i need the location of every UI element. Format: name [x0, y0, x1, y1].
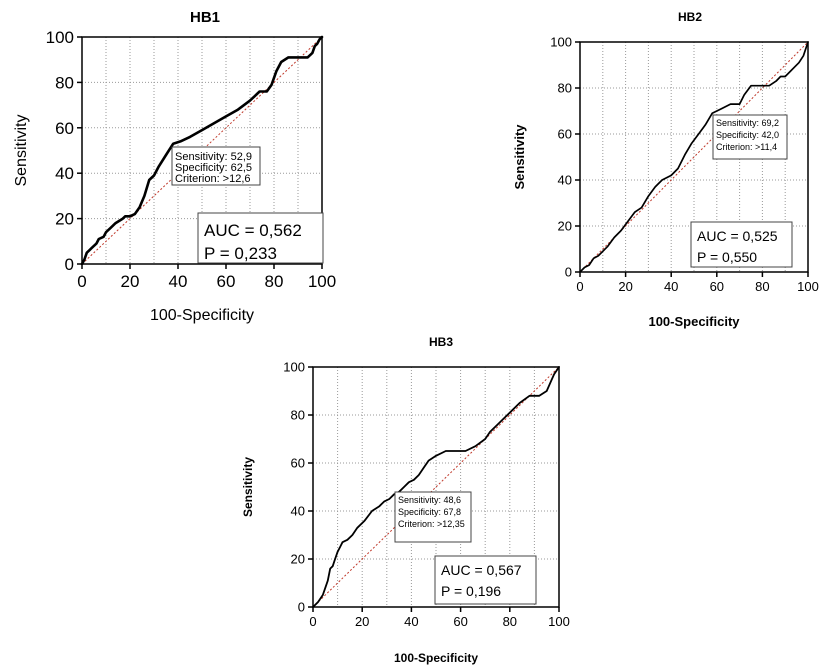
criterion-line: Sensitivity: 69,2: [716, 118, 779, 128]
x-tick-label: 80: [503, 614, 517, 629]
x-tick-label: 60: [710, 279, 724, 294]
y-tick-label: 0: [65, 255, 74, 274]
criterion-box: [394, 491, 472, 543]
y-tick-label: 40: [55, 164, 74, 183]
p-value: P = 0,196: [441, 583, 501, 599]
criterion-line: Criterion: >12,35: [398, 519, 465, 529]
criterion-box: [712, 114, 788, 160]
auc-box: [434, 555, 537, 605]
auc-value: AUC = 0,562: [204, 221, 302, 240]
plot-frame: [81, 36, 323, 265]
x-tick-label: 80: [265, 272, 284, 291]
y-tick-label: 20: [558, 219, 572, 234]
p-value: P = 0,550: [697, 249, 757, 265]
plot-frame: [579, 41, 809, 273]
criterion-line: Specificity: 62,5: [175, 162, 252, 174]
roc-chart-1: HB1 00 20 20 40 40 60 60 80 80 100 100 100-Specifici…: [13, 9, 336, 324]
y-tick-label: 20: [291, 552, 305, 567]
y-axis-label: Sensitivity: [241, 457, 255, 517]
x-tick-label: 20: [121, 272, 140, 291]
x-tick-label: 40: [169, 272, 188, 291]
y-tick-label: 100: [550, 35, 572, 50]
x-tick-label: 0: [309, 614, 316, 629]
y-tick-label: 60: [558, 127, 572, 142]
x-tick-label: 60: [217, 272, 236, 291]
y-axis-label: Sensitivity: [512, 124, 527, 190]
x-tick-label: 20: [618, 279, 632, 294]
y-tick-label: 100: [46, 28, 74, 47]
roc-curve: [579, 41, 809, 273]
roc-curve: [312, 366, 560, 608]
x-tick-label: 40: [404, 614, 418, 629]
y-tick-label: 60: [291, 456, 305, 471]
x-tick-label: 40: [664, 279, 678, 294]
criterion-line: Sensitivity: 52,9: [175, 151, 252, 163]
y-tick-label: 0: [298, 600, 305, 615]
y-tick-label: 0: [565, 265, 572, 280]
y-tick-label: 80: [291, 408, 305, 423]
x-tick-label: 80: [755, 279, 769, 294]
plot-frame: [312, 366, 560, 608]
x-tick-label: 100: [548, 614, 570, 629]
y-tick-label: 60: [55, 119, 74, 138]
y-axis-label: Sensitivity: [13, 114, 30, 186]
x-axis-label: 100-Specificity: [648, 314, 740, 329]
y-tick-label: 80: [55, 73, 74, 92]
criterion-line: Sensitivity: 48,6: [398, 495, 461, 505]
auc-value: AUC = 0,525: [697, 228, 778, 244]
x-tick-label: 20: [355, 614, 369, 629]
reference-diagonal: [312, 366, 560, 608]
criterion-line: Criterion: >12,6: [175, 173, 251, 185]
auc-box: [690, 221, 793, 268]
chart-title: HB2: [678, 10, 702, 24]
chart-title: HB3: [429, 335, 453, 349]
criterion-box: [171, 146, 261, 186]
y-tick-label: 100: [283, 360, 305, 375]
y-tick-label: 40: [291, 504, 305, 519]
roc-chart-3: HB3 00 20 20 40 40 60 60 80 80 100 100 100-Specifici…: [241, 335, 570, 665]
x-tick-label: 100: [308, 272, 336, 291]
x-tick-label: 60: [453, 614, 467, 629]
y-tick-label: 20: [55, 210, 74, 229]
x-axis-label: 100-Specificity: [150, 307, 254, 324]
auc-value: AUC = 0,567: [441, 562, 522, 578]
criterion-line: Criterion: >11,4: [716, 142, 777, 152]
criterion-line: Specificity: 67,8: [398, 507, 461, 517]
auc-box: [197, 212, 324, 264]
y-tick-label: 80: [558, 81, 572, 96]
p-value: P = 0,233: [204, 244, 277, 263]
y-tick-label: 40: [558, 173, 572, 188]
roc-chart-2: HB2 00 20 20 40 40 60 60 80 80 100 100 100-Specifici…: [512, 10, 819, 329]
criterion-line: Specificity: 42,0: [716, 130, 779, 140]
x-tick-label: 0: [77, 272, 86, 291]
x-tick-label: 100: [797, 279, 819, 294]
x-axis-label: 100-Specificity: [394, 651, 478, 665]
x-tick-label: 0: [576, 279, 583, 294]
roc-curve: [80, 35, 324, 266]
chart-title: HB1: [190, 9, 220, 26]
